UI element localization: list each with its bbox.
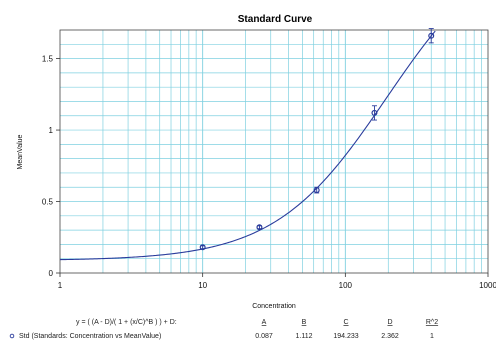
x-tick-label: 1 bbox=[58, 281, 63, 290]
x-axis-label: Concentration bbox=[252, 303, 296, 310]
y-tick-label: 1 bbox=[49, 126, 54, 135]
x-tick-label: 100 bbox=[339, 281, 353, 290]
legend-label: Std (Standards: Concentration vs MeanVal… bbox=[19, 333, 161, 340]
data-point bbox=[313, 187, 320, 194]
equation-text: y = ( (A - D)/( 1 + (x/C)^B ) ) + D: bbox=[76, 319, 177, 326]
equation-values: 0.087 1.112 194.233 2.362 1 bbox=[255, 333, 434, 340]
grid bbox=[60, 30, 488, 273]
y-axis-label: MeanValue bbox=[17, 134, 24, 169]
y-tick-label: 0.5 bbox=[42, 198, 54, 207]
y-tick-label: 0 bbox=[49, 269, 54, 278]
legend-marker-icon bbox=[9, 333, 15, 339]
data-point bbox=[371, 109, 378, 116]
x-axis-ticks: 1 10 100 1000 bbox=[58, 273, 496, 290]
data-point bbox=[256, 224, 263, 231]
data-point bbox=[199, 244, 206, 251]
equation-header: R^2 bbox=[426, 319, 438, 326]
equation-value: 1.112 bbox=[296, 333, 313, 340]
equation-value: 194.233 bbox=[333, 333, 358, 340]
equation-value: 0.087 bbox=[255, 333, 273, 340]
equation-header: D bbox=[387, 319, 392, 326]
x-tick-label: 10 bbox=[198, 281, 207, 290]
plot-area bbox=[60, 30, 488, 273]
x-tick-label: 1000 bbox=[479, 281, 496, 290]
equation-header: B bbox=[302, 319, 307, 326]
chart-title: Standard Curve bbox=[238, 14, 313, 25]
y-tick-label: 1.5 bbox=[42, 55, 54, 64]
equation-value: 1 bbox=[430, 333, 434, 340]
equation-header: C bbox=[343, 319, 348, 326]
data-points bbox=[199, 28, 435, 251]
equation-header: A bbox=[262, 319, 267, 326]
equation-headers: A B C D R^2 bbox=[262, 319, 439, 326]
y-axis-ticks: 0 0.5 1 1.5 bbox=[42, 55, 60, 278]
plot-frame bbox=[59, 29, 489, 274]
data-point bbox=[428, 32, 435, 39]
fit-curve bbox=[59, 30, 436, 261]
equation-value: 2.362 bbox=[381, 333, 399, 340]
